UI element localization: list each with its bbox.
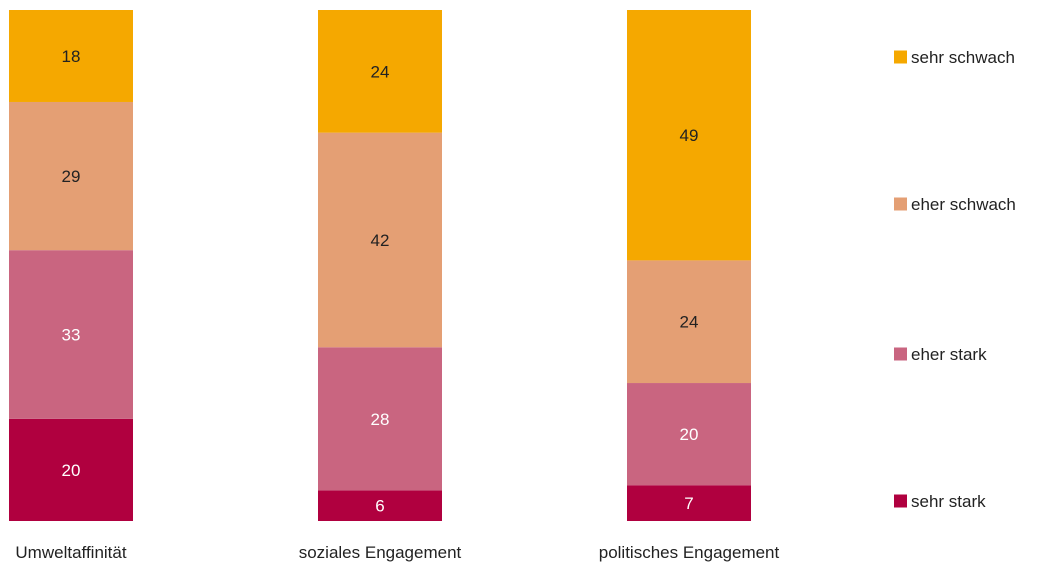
legend-item-sehr-stark: sehr stark <box>894 492 986 511</box>
bar-segment-soziales-engagement-eher-schwach <box>318 132 442 348</box>
legend-label-sehr-stark: sehr stark <box>911 492 986 511</box>
segment-labels-group: 20 33 29 18 6 28 42 24 7 20 24 49 <box>62 47 699 516</box>
bar-segment-soziales-engagement-eher-stark <box>318 347 442 491</box>
data-label-soziales-engagement-eher-schwach: 42 <box>371 231 390 250</box>
data-label-soziales-engagement-sehr-stark: 6 <box>375 497 384 516</box>
category-label-politisches-engagement: politisches Engagement <box>599 543 780 562</box>
legend: sehr schwach eher schwach eher stark sehr s… <box>894 48 1016 511</box>
data-label-soziales-engagement-sehr-schwach: 24 <box>371 62 390 81</box>
data-label-umweltaffinitat-eher-stark: 33 <box>62 325 81 344</box>
legend-swatch-eher-stark <box>894 347 907 361</box>
data-label-politisches-engagement-sehr-schwach: 49 <box>680 126 699 145</box>
data-label-politisches-engagement-sehr-stark: 7 <box>684 494 693 513</box>
data-label-soziales-engagement-eher-stark: 28 <box>371 410 390 429</box>
data-label-umweltaffinitat-sehr-schwach: 18 <box>62 47 81 66</box>
bar-segment-politisches-engagement-sehr-schwach <box>627 10 751 261</box>
bar-segment-umweltaffinitat-eher-schwach <box>9 101 133 251</box>
legend-swatch-sehr-schwach <box>894 50 907 64</box>
data-label-politisches-engagement-eher-schwach: 24 <box>680 313 699 332</box>
legend-swatch-eher-schwach <box>894 197 907 211</box>
legend-label-sehr-schwach: sehr schwach <box>911 48 1015 67</box>
bar-segment-politisches-engagement-eher-schwach <box>627 260 751 384</box>
bar-segment-politisches-engagement-sehr-stark <box>627 485 751 521</box>
data-label-umweltaffinitat-sehr-stark: 20 <box>62 461 81 480</box>
legend-item-eher-stark: eher stark <box>894 345 987 364</box>
legend-swatch-sehr-stark <box>894 494 907 508</box>
bar-segment-umweltaffinitat-sehr-schwach <box>9 10 133 102</box>
data-label-politisches-engagement-eher-stark: 20 <box>680 425 699 444</box>
bar-segment-soziales-engagement-sehr-stark <box>318 490 442 521</box>
bars-group <box>9 10 751 521</box>
legend-item-sehr-schwach: sehr schwach <box>894 48 1015 67</box>
bar-segment-umweltaffinitat-sehr-stark <box>9 418 133 521</box>
category-label-umweltaffinitat: Umweltaffinität <box>15 543 126 562</box>
bar-segment-politisches-engagement-eher-stark <box>627 383 751 486</box>
legend-label-eher-schwach: eher schwach <box>911 195 1016 214</box>
category-labels-group: Umweltaffinität soziales Engagement politi… <box>15 543 779 562</box>
bar-segment-soziales-engagement-sehr-schwach <box>318 10 442 133</box>
data-label-umweltaffinitat-eher-schwach: 29 <box>62 167 81 186</box>
bar-segment-umweltaffinitat-eher-stark <box>9 250 133 419</box>
legend-label-eher-stark: eher stark <box>911 345 987 364</box>
category-label-soziales-engagement: soziales Engagement <box>299 543 462 562</box>
legend-item-eher-schwach: eher schwach <box>894 195 1016 214</box>
